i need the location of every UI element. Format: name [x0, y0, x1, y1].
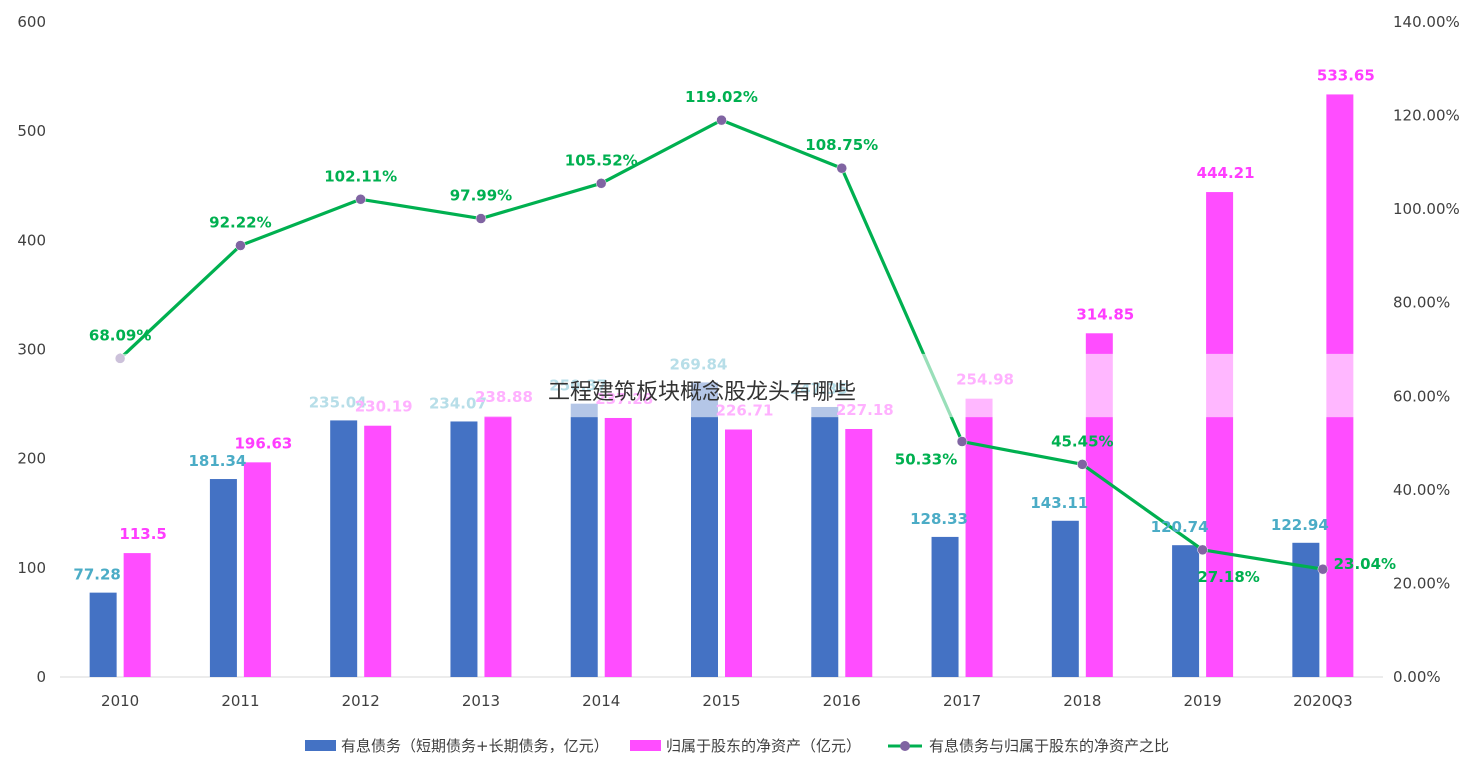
x-tick-label: 2013	[462, 692, 500, 710]
axes: 0 100 200 300 400 500 600 0.00% 20.00% 40.00% 60.0…	[17, 13, 1459, 710]
ratio-marker	[1317, 563, 1329, 575]
y-right-tick-label: 20.00%	[1393, 574, 1450, 592]
ratio-marker	[956, 436, 968, 447]
x-tick-label: 2012	[342, 692, 380, 710]
data-label-debt: 77.28	[73, 566, 120, 584]
bar-shareholder-equity	[845, 428, 873, 677]
bar-shareholder-equity	[604, 417, 632, 677]
y-right-tick-label: 100.00%	[1393, 200, 1460, 218]
y-right-tick-label: 80.00%	[1393, 294, 1450, 312]
data-label-ratio: 45.45%	[1051, 432, 1113, 450]
y-left-tick-label: 100	[17, 559, 46, 577]
legend-label-debt: 有息债务（短期债务+长期债务，亿元）	[341, 737, 609, 755]
data-label-equity: 444.21	[1197, 164, 1255, 182]
data-label-ratio: 105.52%	[565, 151, 638, 169]
ratio-marker	[716, 114, 727, 126]
ratio-line	[119, 118, 1324, 571]
data-label-equity: 533.65	[1317, 66, 1375, 84]
legend-label-equity: 归属于股东的净资产（亿元）	[666, 737, 861, 755]
bar-interest-bearing-debt	[1051, 520, 1079, 677]
x-tick-label: 2017	[943, 692, 981, 710]
x-tick-label: 2014	[582, 692, 620, 710]
data-label-debt: 181.34	[188, 452, 246, 470]
ratio-marker	[235, 240, 246, 251]
data-label-debt: 120.74	[1151, 518, 1209, 536]
legend-swatch-equity	[630, 740, 661, 751]
watermark-text: 工程建筑板块概念股龙头有哪些	[548, 380, 856, 405]
bar-interest-bearing-debt	[209, 479, 237, 677]
x-tick-label: 2010	[101, 692, 139, 710]
bar-interest-bearing-debt	[570, 403, 598, 677]
y-left-tick-label: 200	[17, 450, 46, 468]
ratio-marker	[595, 178, 607, 189]
data-label-ratio: 97.99%	[450, 187, 512, 205]
ratio-marker	[475, 213, 487, 224]
y-left-tick-label: 600	[17, 13, 46, 31]
bar-shareholder-equity	[484, 416, 512, 677]
bar-shareholder-equity	[725, 429, 752, 677]
data-label-equity: 314.85	[1076, 305, 1134, 323]
y-left-tick-label: 400	[17, 231, 46, 249]
x-tick-label: 2011	[221, 692, 259, 710]
x-tick-label: 2015	[702, 692, 740, 710]
x-tick-label: 2020Q3	[1293, 692, 1353, 710]
data-label-equity: 196.63	[234, 434, 292, 452]
legend-marker-ratio	[900, 741, 910, 751]
legend-swatch-debt	[305, 740, 336, 751]
y-right-tick-label: 0.00%	[1393, 668, 1441, 686]
data-label-ratio: 108.75%	[805, 136, 878, 154]
x-tick-label: 2016	[823, 692, 861, 710]
y-left-tick-label: 300	[17, 341, 46, 359]
line-layer	[114, 114, 1329, 575]
ratio-marker	[355, 194, 366, 205]
legend-label-ratio: 有息债务与归属于股东的净资产之比	[929, 737, 1169, 755]
y-left-tick-label: 500	[17, 122, 46, 140]
y-right-tick-label: 60.00%	[1393, 387, 1450, 405]
data-label-ratio: 23.04%	[1334, 555, 1396, 573]
bar-interest-bearing-debt	[330, 420, 358, 677]
x-tick-label: 2019	[1183, 692, 1221, 710]
ratio-marker	[1077, 459, 1088, 470]
data-label-ratio: 50.33%	[895, 451, 957, 469]
bar-interest-bearing-debt	[1292, 542, 1320, 677]
data-label-ratio: 68.09%	[89, 326, 151, 344]
bar-shareholder-equity	[1206, 192, 1234, 678]
y-right-tick-label: 40.00%	[1393, 481, 1450, 499]
bar-shareholder-equity	[965, 398, 993, 677]
watermark-band	[60, 353, 1383, 418]
bar-shareholder-equity	[123, 553, 151, 677]
bar-interest-bearing-debt	[1172, 545, 1200, 677]
y-right-tick-label: 120.00%	[1393, 107, 1460, 125]
data-label-debt: 128.33	[910, 510, 968, 528]
data-label-ratio: 119.02%	[685, 88, 758, 106]
bar-interest-bearing-debt	[89, 592, 117, 677]
y-left-tick-label: 0	[36, 668, 46, 686]
watermark-overlay	[60, 353, 1383, 418]
data-label-debt: 122.94	[1271, 516, 1329, 534]
y-right-tick-label: 140.00%	[1393, 13, 1460, 31]
x-tick-label: 2018	[1063, 692, 1101, 710]
bar-shareholder-equity	[364, 425, 392, 677]
legend: 有息债务（短期债务+长期债务，亿元） 归属于股东的净资产（亿元） 有息债务与归属于股…	[305, 737, 1169, 755]
ratio-marker	[1197, 544, 1208, 556]
data-label-ratio: 92.22%	[209, 214, 271, 232]
data-label-equity: 113.5	[119, 525, 166, 543]
bar-interest-bearing-debt	[931, 536, 959, 677]
data-label-ratio: 102.11%	[324, 167, 397, 185]
bar-interest-bearing-debt	[691, 382, 718, 677]
data-label-debt: 143.11	[1030, 494, 1088, 512]
bar-shareholder-equity	[243, 462, 271, 677]
ratio-marker	[836, 162, 848, 174]
bar-interest-bearing-debt	[811, 406, 839, 677]
bar-interest-bearing-debt	[450, 421, 478, 677]
data-label-ratio: 27.18%	[1197, 568, 1259, 586]
